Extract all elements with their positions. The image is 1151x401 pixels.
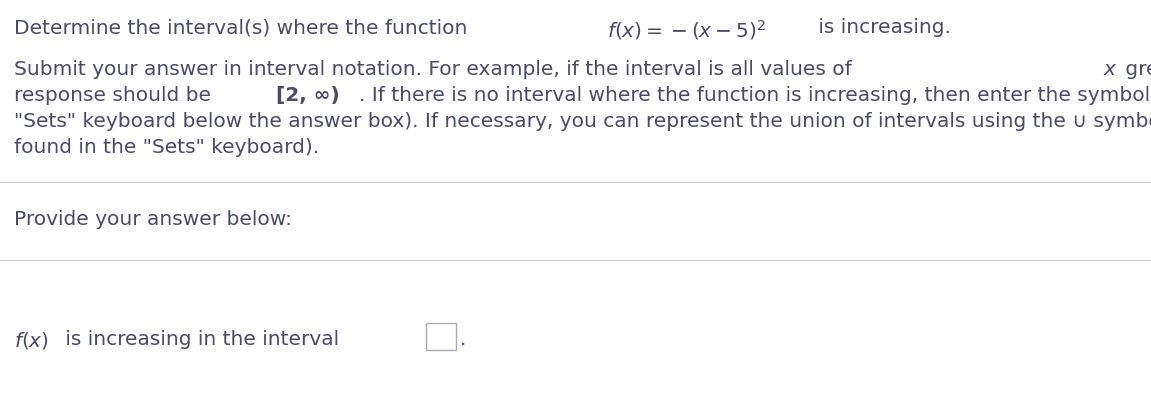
Text: is increasing.: is increasing.: [813, 18, 951, 37]
Text: x: x: [1103, 60, 1115, 79]
Text: Determine the interval(s) where the function: Determine the interval(s) where the func…: [14, 18, 474, 37]
Text: greater than or equal to: greater than or equal to: [1119, 60, 1151, 79]
Text: Provide your answer below:: Provide your answer below:: [14, 210, 292, 229]
Text: response should be: response should be: [14, 86, 218, 105]
Text: found in the "Sets" keyboard).: found in the "Sets" keyboard).: [14, 138, 319, 157]
Text: $f(x)$: $f(x)$: [14, 330, 49, 351]
Text: $f(x) = -(x-5)^2$: $f(x) = -(x-5)^2$: [608, 18, 767, 42]
Text: "Sets" keyboard below the answer box). If necessary, you can represent the union: "Sets" keyboard below the answer box). I…: [14, 112, 1151, 131]
Text: [2, ∞): [2, ∞): [276, 86, 341, 105]
Text: Submit your answer in interval notation. For example, if the interval is all val: Submit your answer in interval notation.…: [14, 60, 859, 79]
Text: . If there is no interval where the function is increasing, then enter the symbo: . If there is no interval where the func…: [359, 86, 1151, 105]
FancyBboxPatch shape: [426, 324, 456, 350]
Text: .: .: [459, 330, 466, 349]
Text: is increasing in the interval: is increasing in the interval: [59, 330, 340, 349]
